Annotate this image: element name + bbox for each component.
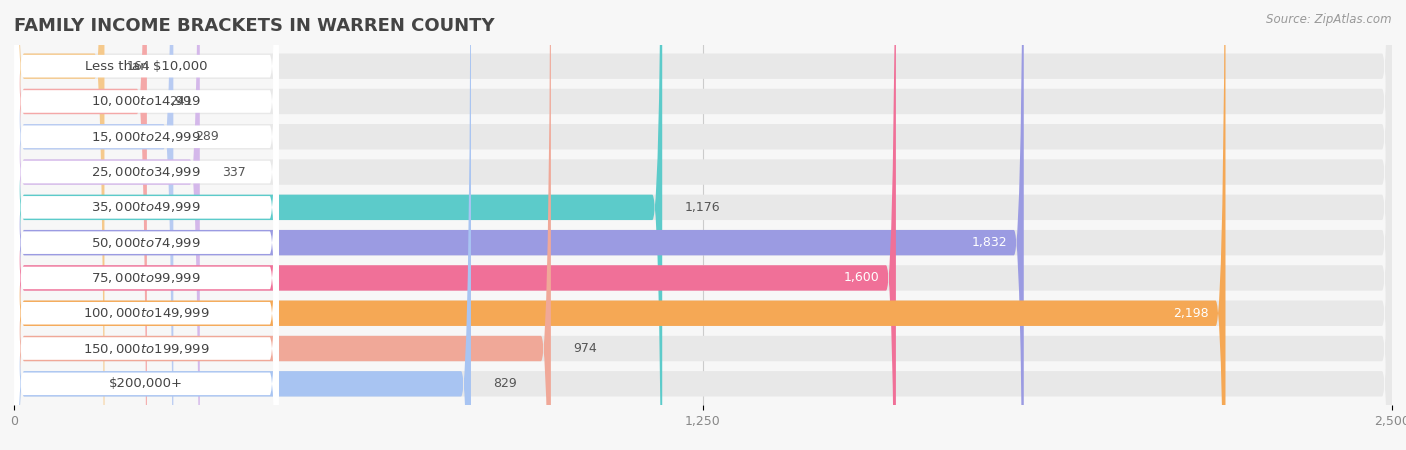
FancyBboxPatch shape xyxy=(14,0,1392,450)
FancyBboxPatch shape xyxy=(14,0,278,450)
Text: 337: 337 xyxy=(222,166,246,179)
FancyBboxPatch shape xyxy=(14,0,1392,450)
Text: $10,000 to $14,999: $10,000 to $14,999 xyxy=(91,94,201,108)
FancyBboxPatch shape xyxy=(14,0,1392,450)
Text: 2,198: 2,198 xyxy=(1174,307,1209,320)
Text: Source: ZipAtlas.com: Source: ZipAtlas.com xyxy=(1267,14,1392,27)
Text: $25,000 to $34,999: $25,000 to $34,999 xyxy=(91,165,201,179)
FancyBboxPatch shape xyxy=(14,0,173,450)
Text: 241: 241 xyxy=(169,95,193,108)
Text: 1,600: 1,600 xyxy=(844,271,879,284)
FancyBboxPatch shape xyxy=(14,0,146,450)
FancyBboxPatch shape xyxy=(14,0,1226,450)
Text: 829: 829 xyxy=(494,377,517,390)
FancyBboxPatch shape xyxy=(14,0,278,450)
Text: $200,000+: $200,000+ xyxy=(110,377,183,390)
Text: 974: 974 xyxy=(572,342,596,355)
FancyBboxPatch shape xyxy=(14,0,1392,450)
Text: Less than $10,000: Less than $10,000 xyxy=(86,60,208,73)
Text: $35,000 to $49,999: $35,000 to $49,999 xyxy=(91,200,201,214)
FancyBboxPatch shape xyxy=(14,0,662,450)
FancyBboxPatch shape xyxy=(14,0,104,450)
FancyBboxPatch shape xyxy=(14,0,896,450)
Text: 1,176: 1,176 xyxy=(685,201,720,214)
Text: 1,832: 1,832 xyxy=(972,236,1007,249)
FancyBboxPatch shape xyxy=(14,0,278,450)
FancyBboxPatch shape xyxy=(14,0,278,450)
Text: 164: 164 xyxy=(127,60,150,73)
FancyBboxPatch shape xyxy=(14,0,278,450)
FancyBboxPatch shape xyxy=(14,0,278,450)
FancyBboxPatch shape xyxy=(14,0,278,450)
Text: $15,000 to $24,999: $15,000 to $24,999 xyxy=(91,130,201,144)
FancyBboxPatch shape xyxy=(14,0,1392,450)
Text: 289: 289 xyxy=(195,130,219,143)
Text: $75,000 to $99,999: $75,000 to $99,999 xyxy=(91,271,201,285)
FancyBboxPatch shape xyxy=(14,0,1392,450)
FancyBboxPatch shape xyxy=(14,0,278,450)
FancyBboxPatch shape xyxy=(14,0,471,450)
Text: FAMILY INCOME BRACKETS IN WARREN COUNTY: FAMILY INCOME BRACKETS IN WARREN COUNTY xyxy=(14,17,495,35)
FancyBboxPatch shape xyxy=(14,0,551,450)
FancyBboxPatch shape xyxy=(14,0,1392,450)
FancyBboxPatch shape xyxy=(14,0,1392,450)
FancyBboxPatch shape xyxy=(14,0,1392,450)
FancyBboxPatch shape xyxy=(14,0,1024,450)
Text: $150,000 to $199,999: $150,000 to $199,999 xyxy=(83,342,209,356)
FancyBboxPatch shape xyxy=(14,0,278,450)
Text: $100,000 to $149,999: $100,000 to $149,999 xyxy=(83,306,209,320)
FancyBboxPatch shape xyxy=(14,0,200,450)
FancyBboxPatch shape xyxy=(14,0,1392,450)
FancyBboxPatch shape xyxy=(14,0,278,450)
Text: $50,000 to $74,999: $50,000 to $74,999 xyxy=(91,236,201,250)
